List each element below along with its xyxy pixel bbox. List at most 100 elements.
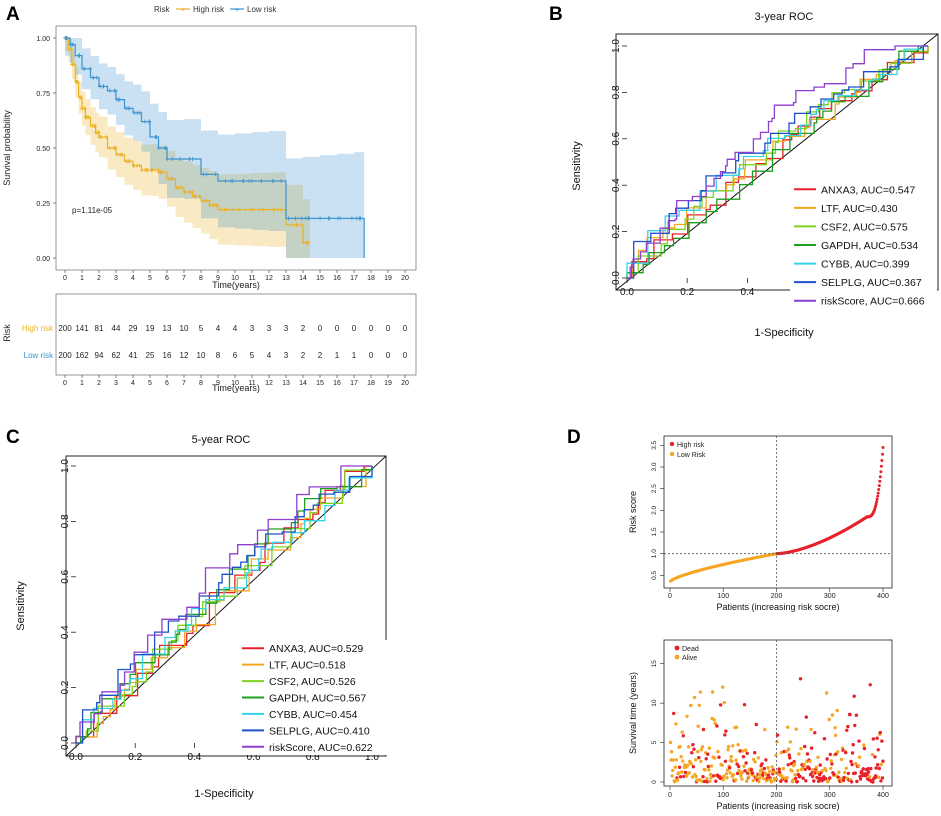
survstatus-point: [825, 757, 829, 761]
km-xtick-label: 2: [97, 275, 101, 282]
survstatus-point: [745, 779, 749, 783]
survstatus-point: [673, 765, 677, 769]
survstatus-point: [692, 747, 696, 751]
survstatus-point: [874, 766, 878, 770]
riskcurve-point: [879, 470, 883, 474]
survstatus-point: [671, 768, 675, 773]
survstatus-point: [822, 737, 827, 741]
km-censor-mark: [170, 157, 175, 161]
survstatus-point: [701, 727, 706, 732]
km-xtick-label: 17: [350, 275, 358, 282]
km-censor-mark: [77, 53, 82, 58]
roc-legend-label-anxa3: ANXA3, AUC=0.547: [821, 184, 915, 196]
roc-legend-label-ltf: LTF, AUC=0.430: [821, 203, 898, 215]
risk-table-xtick-label: 1: [80, 380, 84, 387]
survstatus-point: [881, 759, 885, 763]
survstatus-point: [805, 752, 810, 756]
risk-table-cell: 12: [180, 351, 189, 360]
risk-table-cell: 25: [146, 351, 155, 360]
survstatus-point: [677, 765, 682, 769]
survstatus-point: [726, 744, 731, 749]
survstatus-point: [779, 750, 783, 755]
km-censor-mark: [96, 130, 101, 135]
survstatus-point: [670, 774, 674, 778]
survstatus-point: [827, 717, 831, 722]
km-censor-marks: [63, 36, 363, 245]
riskcurve-legend-low-dot: [669, 451, 675, 457]
survstatus-point: [686, 745, 691, 749]
survstatus-point: [726, 748, 730, 752]
survstatus-point: [690, 751, 694, 755]
risk-table-cell: 41: [129, 351, 138, 360]
roc-xtick-label: 1.0: [365, 752, 379, 763]
roc5-xlabel: 1-Specificity: [194, 788, 254, 800]
survstatus-xtick-label: 300: [824, 792, 836, 799]
km-censor-mark: [259, 179, 264, 183]
risk-table-xtick-label: 11: [248, 380, 255, 387]
survstatus-panel: 0 100 200 300 400 0 5 10 15 Dead Alive Patients …: [628, 639, 893, 811]
roc-ytick-label: 1.0: [611, 39, 622, 53]
risk-table-cell: 62: [112, 351, 121, 360]
risk-table-cell: 3: [267, 324, 272, 333]
survstatus-point: [700, 779, 704, 784]
riskcurve-ylabel: Risk score: [628, 491, 638, 533]
survstatus-points: [668, 677, 885, 784]
km-censor-mark: [162, 146, 167, 150]
km-censor-mark: [83, 115, 88, 120]
survstatus-point: [678, 775, 683, 779]
survstatus-point: [759, 768, 764, 772]
riskcurve-point: [877, 484, 881, 488]
risk-table-xtick-label: 13: [282, 380, 290, 387]
roc-xtick-label: 0.0: [69, 752, 83, 763]
survstatus-point: [721, 685, 725, 689]
survstatus-point: [751, 778, 755, 783]
km-censor-mark: [114, 97, 119, 102]
survstatus-point: [848, 712, 852, 717]
km-legend-low-label: Low risk: [247, 5, 277, 14]
riskcurve-point: [876, 494, 880, 498]
roc5-ticks: 0.0 0.0 0.2 0.2 0.4 0.4 0.6 0.6 0.8 0.8 1.0 1.0: [60, 459, 379, 763]
survstatus-point: [755, 775, 759, 780]
km-censor-mark: [107, 88, 112, 93]
survstatus-point: [807, 767, 812, 771]
roc-xtick-label: 0.6: [247, 752, 261, 763]
survstatus-point: [804, 715, 808, 719]
survstatus-point: [706, 752, 710, 756]
km-censor-mark: [135, 110, 140, 115]
survstatus-point: [852, 694, 856, 698]
riskcurve-ytick-label: 0.5: [651, 570, 658, 579]
risk-table-cell: 5: [199, 324, 204, 333]
survstatus-point: [775, 740, 779, 744]
survstatus-point: [671, 758, 675, 762]
survstatus-point: [708, 779, 712, 783]
survstatus-point: [691, 765, 696, 769]
roc3-panel: 3-year ROC 0.00.00.20.20.40.40.60.60.80.…: [571, 11, 939, 339]
km-censor-mark: [223, 179, 228, 183]
survstatus-point: [738, 749, 742, 753]
risk-table-xtick-label: 4: [131, 380, 135, 387]
survstatus-point: [682, 774, 686, 779]
km-censor-mark: [299, 216, 304, 221]
survstatus-point: [781, 766, 786, 771]
km-xtick-label: 0: [63, 275, 67, 282]
risk-table-cell: 3: [250, 324, 255, 333]
survstatus-point: [740, 770, 745, 774]
km-ytick-label: 0.75: [36, 91, 50, 98]
roc-curve-cybb: [626, 45, 928, 278]
survstatus-point: [799, 746, 803, 751]
km-xtick-label: 8: [199, 275, 203, 282]
survstatus-point: [784, 749, 789, 754]
roc-legend-label-riskscore: riskScore, AUC=0.666: [821, 296, 925, 308]
km-censor-mark: [243, 207, 248, 212]
survstatus-point: [730, 759, 734, 763]
risk-table-row-high-label: High risk: [22, 324, 54, 333]
survstatus-point: [696, 750, 700, 754]
survstatus-point: [770, 765, 774, 769]
roc5-ylabel: Sensitivity: [15, 581, 27, 631]
survstatus-point: [849, 759, 853, 764]
survstatus-point: [706, 764, 710, 769]
roc3-curves: [626, 45, 929, 279]
survstatus-point: [674, 722, 678, 726]
riskcurve-point: [874, 502, 878, 506]
